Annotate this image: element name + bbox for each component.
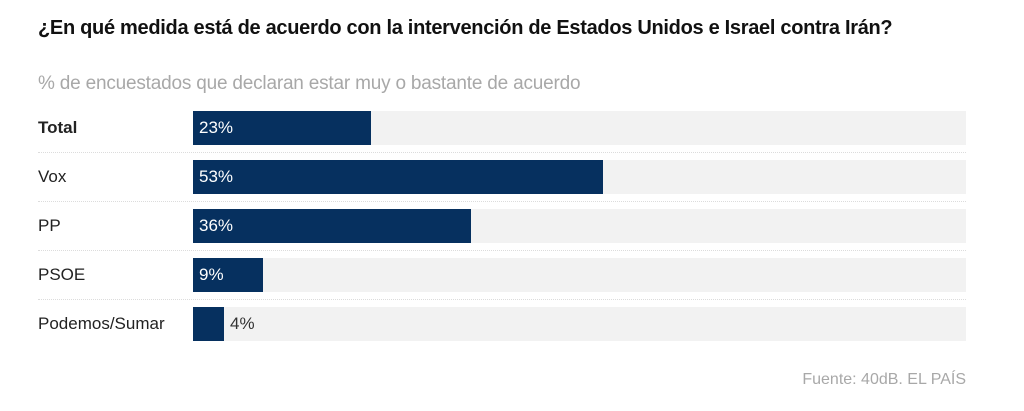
bar-row: PSOE 9% (38, 258, 966, 292)
category-label: Podemos/Sumar (38, 314, 165, 333)
row-divider (38, 152, 966, 153)
bar (193, 258, 263, 292)
category-label: Vox (38, 167, 67, 186)
bar-track: 4% (193, 307, 966, 341)
bar-row: PP 36% (38, 209, 966, 243)
row-divider (38, 250, 966, 251)
bar-track: 9% (193, 258, 966, 292)
value-label: 23% (199, 118, 234, 137)
category-label: PSOE (38, 265, 86, 284)
bar-track: 53% (193, 160, 966, 194)
value-label: 36% (199, 216, 234, 235)
bar-track: 36% (193, 209, 966, 243)
bar (193, 307, 224, 341)
bar-row: Vox 53% (38, 160, 966, 194)
source-note: Fuente: 40dB. EL PAÍS (802, 371, 966, 388)
bar-row: Podemos/Sumar 4% (38, 307, 966, 341)
row-divider (38, 201, 966, 202)
chart-subtitle: % de encuestados que declaran estar muy … (38, 73, 581, 94)
bar-row: Total 23% (38, 111, 966, 145)
value-label: 9% (199, 265, 224, 284)
chart-title: ¿En qué medida está de acuerdo con la in… (38, 17, 893, 39)
category-label: PP (38, 216, 61, 235)
row-divider (38, 299, 966, 300)
category-label: Total (38, 118, 78, 137)
bar (193, 160, 603, 194)
bar-track: 23% (193, 111, 966, 145)
bar (193, 111, 371, 145)
value-label: 4% (230, 314, 255, 333)
value-label: 53% (199, 167, 234, 186)
bar (193, 209, 471, 243)
